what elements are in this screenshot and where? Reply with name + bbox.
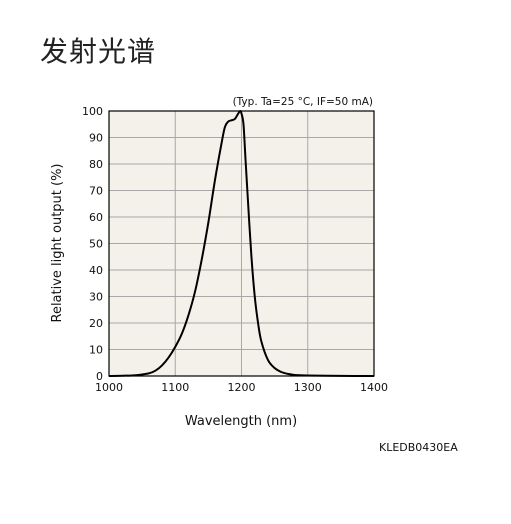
x-tick-label: 1200 xyxy=(228,381,256,394)
y-tick-label: 10 xyxy=(89,344,103,357)
y-tick-label: 40 xyxy=(89,264,103,277)
x-axis-title: Wavelength (nm) xyxy=(185,414,297,429)
x-tick-label: 1400 xyxy=(360,381,388,394)
x-tick-label: 1300 xyxy=(294,381,322,394)
figure-code: KLEDB0430EA xyxy=(379,441,458,454)
y-tick-label: 20 xyxy=(89,317,103,330)
page-title: 发射光谱 xyxy=(40,35,157,68)
y-tick-label: 0 xyxy=(96,370,103,383)
y-tick-label: 100 xyxy=(82,105,103,118)
y-tick-label: 50 xyxy=(89,238,103,251)
y-tick-label: 70 xyxy=(89,185,103,198)
x-tick-label: 1100 xyxy=(161,381,189,394)
x-tick-label: 1000 xyxy=(95,381,123,394)
y-tick-label: 90 xyxy=(89,132,103,145)
y-tick-label: 60 xyxy=(89,211,103,224)
y-axis-title: Relative light output (%) xyxy=(50,163,65,322)
measurement-conditions: (Typ. Ta=25 °C, IF=50 mA) xyxy=(233,96,373,108)
spectrum-curve xyxy=(108,110,375,378)
y-tick-label: 30 xyxy=(89,291,103,304)
y-tick-label: 80 xyxy=(89,158,103,171)
